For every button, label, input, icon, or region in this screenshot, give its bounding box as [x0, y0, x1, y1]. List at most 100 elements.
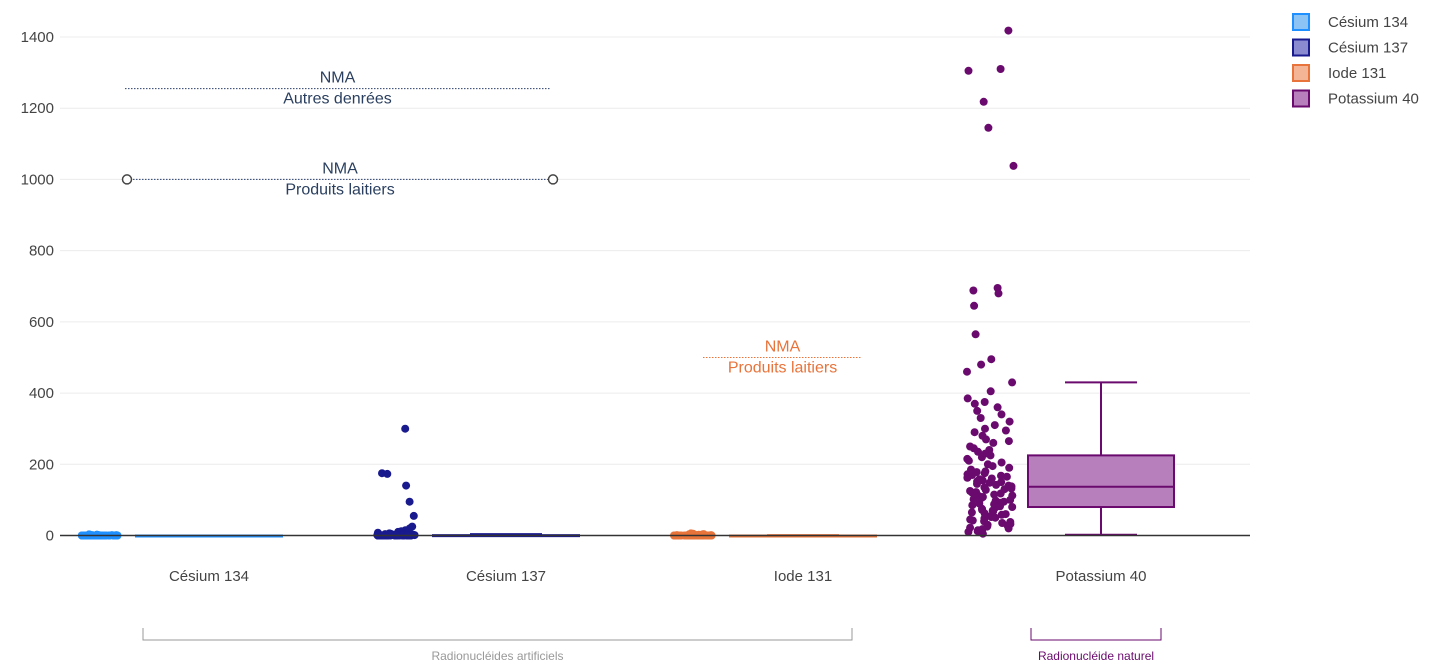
legend-item[interactable]: Potassium 40	[1292, 89, 1419, 108]
y-tick-label: 400	[29, 385, 54, 402]
data-point	[978, 529, 987, 538]
legend-label: Césium 137	[1328, 40, 1408, 57]
data-point	[969, 495, 978, 504]
y-tick-label: 600	[29, 314, 54, 331]
data-point	[977, 453, 986, 462]
box-body	[1027, 454, 1175, 509]
data-point	[968, 516, 977, 525]
data-points	[77, 26, 1018, 540]
data-point	[980, 398, 989, 406]
nma-endpoint-marker	[547, 174, 559, 185]
data-point	[984, 123, 993, 132]
y-tick-label: 800	[29, 243, 54, 260]
data-point	[401, 424, 410, 433]
legend-swatch	[1292, 64, 1310, 82]
data-point	[981, 485, 990, 494]
data-point	[996, 65, 1005, 73]
legend-item[interactable]: Césium 137	[1292, 38, 1408, 57]
data-point	[402, 481, 411, 490]
group-bracket	[1030, 628, 1162, 641]
data-point	[997, 458, 1006, 467]
data-point	[973, 406, 982, 415]
nma-label: NMA	[765, 338, 801, 355]
data-point	[987, 355, 996, 364]
category-groups: Radionucléides artificiels Radionucléide …	[142, 628, 1162, 663]
data-point	[405, 497, 414, 506]
data-point	[1005, 463, 1014, 472]
data-point	[1004, 524, 1013, 533]
data-point	[977, 360, 986, 369]
box-plots	[135, 381, 1175, 538]
data-point	[990, 490, 999, 499]
data-point	[990, 421, 999, 430]
data-point	[1008, 378, 1017, 387]
legend-swatch	[1292, 13, 1310, 31]
nma-sublabel: Produits laitiers	[728, 359, 837, 376]
data-point	[988, 462, 997, 471]
data-point	[973, 479, 981, 488]
legend[interactable]: Césium 134 Césium 137 Iode 131 Potassium 40	[1292, 13, 1419, 108]
data-point	[85, 530, 93, 539]
data-point	[979, 97, 988, 106]
y-tick-label: 1400	[21, 29, 54, 46]
data-point	[1008, 503, 1017, 511]
y-tick-label: 200	[29, 456, 54, 473]
legend-label: Césium 134	[1328, 14, 1408, 31]
nma-sublabel: Produits laitiers	[285, 181, 394, 198]
data-point	[982, 435, 990, 444]
data-point	[1001, 426, 1010, 435]
y-tick-label: 1200	[21, 100, 54, 117]
data-point	[699, 530, 708, 539]
y-tick-label: 0	[46, 528, 54, 545]
legend-item[interactable]: Césium 134	[1292, 13, 1408, 31]
x-category-label: Césium 137	[466, 568, 546, 585]
data-point	[1005, 417, 1014, 426]
legend-label: Iode 131	[1328, 65, 1386, 82]
y-axis: 0 200 400 600 800 1000 1200 1400	[21, 29, 54, 545]
data-point	[986, 387, 995, 396]
data-point	[985, 478, 994, 487]
data-point	[994, 289, 1003, 298]
x-axis: Césium 134 Césium 137 Iode 131 Potassium 40	[169, 568, 1146, 585]
data-point	[967, 508, 976, 517]
data-point	[1002, 472, 1011, 481]
data-point	[989, 438, 998, 447]
data-point	[997, 510, 1006, 519]
y-tick-label: 1000	[21, 171, 54, 188]
x-category-label: Iode 131	[774, 568, 832, 585]
group-label: Radionucléides artificiels	[431, 649, 563, 663]
data-point	[1009, 161, 1018, 170]
data-point	[968, 488, 977, 497]
data-point	[1004, 437, 1013, 446]
grid-lines	[60, 36, 1250, 465]
nma-label: NMA	[320, 70, 356, 87]
nma-endpoint-marker	[121, 174, 133, 185]
data-point	[992, 480, 1001, 489]
data-point	[964, 456, 973, 465]
data-point	[996, 489, 1005, 498]
data-point	[963, 394, 972, 403]
data-point	[969, 286, 978, 295]
x-category-label: Césium 134	[169, 568, 249, 585]
data-point	[976, 414, 985, 422]
data-point	[964, 66, 973, 75]
legend-swatch	[1292, 38, 1310, 57]
data-point	[997, 471, 1005, 480]
data-point	[971, 330, 980, 339]
data-point	[993, 403, 1002, 412]
data-point	[981, 424, 989, 433]
legend-label: Potassium 40	[1328, 91, 1419, 108]
data-point	[968, 501, 977, 510]
data-point	[980, 469, 989, 478]
legend-item[interactable]: Iode 131	[1292, 64, 1386, 82]
data-point	[986, 451, 995, 460]
data-point	[964, 527, 973, 536]
data-point	[1004, 26, 1013, 35]
data-point	[1007, 484, 1016, 493]
data-point	[383, 469, 392, 478]
nma-label: NMA	[322, 160, 358, 177]
data-point	[997, 410, 1006, 419]
data-point	[963, 367, 971, 376]
data-point	[970, 428, 979, 437]
x-category-label: Potassium 40	[1056, 568, 1147, 585]
